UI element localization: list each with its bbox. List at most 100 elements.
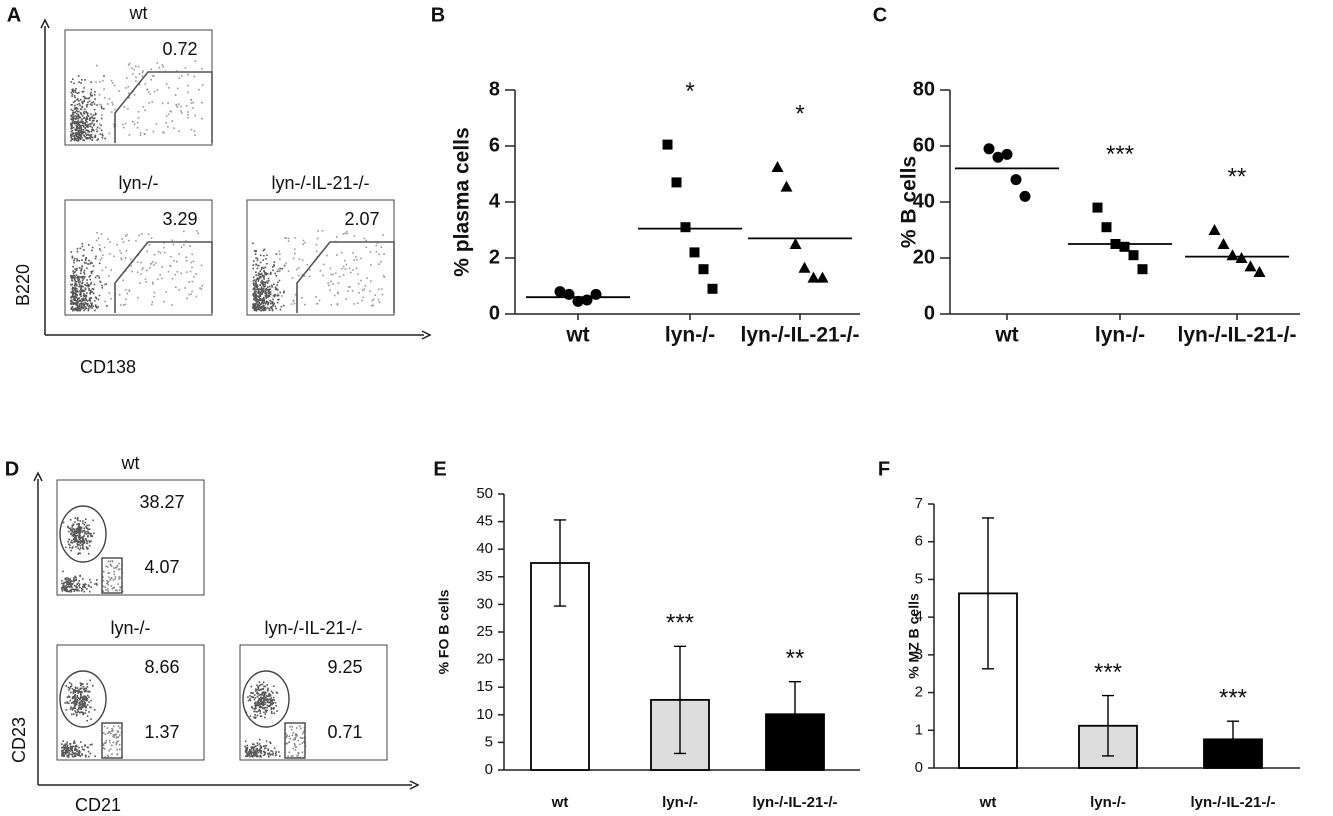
event-dot xyxy=(84,690,87,693)
panel-label: A xyxy=(7,4,21,26)
event-dot xyxy=(74,745,77,748)
event-dot xyxy=(74,100,76,102)
gate-value: 2.07 xyxy=(344,209,379,229)
event-dot xyxy=(195,273,197,275)
event-dot xyxy=(190,102,193,104)
event-dot xyxy=(74,139,77,141)
event-dot xyxy=(82,278,85,280)
event-dot xyxy=(71,288,73,291)
event-dot xyxy=(256,749,258,751)
event-dot xyxy=(64,745,67,747)
event-dot xyxy=(95,297,98,300)
event-dot xyxy=(85,547,88,549)
event-dot xyxy=(79,542,82,544)
event-dot xyxy=(69,519,72,521)
event-dot xyxy=(255,688,257,690)
event-dot xyxy=(78,537,81,540)
event-dot xyxy=(256,755,258,758)
event-dot xyxy=(82,536,85,538)
event-dot xyxy=(85,294,88,297)
event-dot xyxy=(84,126,87,129)
event-dot xyxy=(78,278,81,281)
event-dot xyxy=(263,278,265,280)
event-dot xyxy=(277,289,279,292)
event-dot xyxy=(75,308,78,311)
event-dot xyxy=(70,296,72,299)
dot xyxy=(798,261,811,273)
event-dot xyxy=(88,134,90,137)
event-dot xyxy=(271,707,273,710)
event-dot xyxy=(89,291,92,294)
event-dot xyxy=(73,257,76,260)
event-dot xyxy=(83,117,85,119)
event-dot xyxy=(267,699,270,701)
event-dot xyxy=(151,101,153,103)
event-dot xyxy=(73,584,76,587)
event-dot xyxy=(254,298,256,300)
event-dot xyxy=(115,737,118,739)
event-dot xyxy=(84,532,86,535)
event-dot xyxy=(107,103,109,105)
event-dot xyxy=(84,697,86,699)
event-dot xyxy=(64,750,67,752)
error-bar xyxy=(1227,720,1239,759)
event-dot xyxy=(252,280,255,282)
event-dot xyxy=(73,588,76,591)
event-dot xyxy=(268,280,270,282)
event-dot xyxy=(80,308,82,311)
event-dot xyxy=(75,539,78,541)
event-dot xyxy=(299,737,302,739)
event-dot xyxy=(89,283,92,285)
y-tick-label: 3 xyxy=(915,646,923,663)
event-dot xyxy=(71,746,73,749)
event-dot xyxy=(85,518,87,520)
event-dot xyxy=(81,91,84,93)
event-dot xyxy=(260,696,262,699)
event-dot xyxy=(252,267,255,270)
event-dot xyxy=(76,122,78,124)
y-tick-label: 45 xyxy=(476,513,493,530)
event-dot xyxy=(255,296,257,298)
event-dot xyxy=(69,589,72,592)
event-dot xyxy=(270,690,273,693)
event-dot xyxy=(75,296,78,299)
event-dot xyxy=(63,581,65,584)
event-dot xyxy=(76,107,79,110)
event-dot xyxy=(372,304,374,307)
event-dot xyxy=(77,132,79,134)
event-dot xyxy=(76,711,79,714)
event-dot xyxy=(263,752,266,754)
event-dot xyxy=(77,517,79,519)
event-dot xyxy=(79,527,82,530)
event-dot xyxy=(78,124,80,126)
event-dot xyxy=(79,586,81,589)
event-dot xyxy=(65,752,67,755)
event-dot xyxy=(87,137,89,139)
event-dot xyxy=(77,117,80,120)
event-dot xyxy=(93,300,96,302)
event-dot xyxy=(262,305,264,308)
event-dot xyxy=(271,712,273,715)
event-dot xyxy=(264,745,266,747)
plot-frame xyxy=(64,199,213,316)
event-dot xyxy=(84,306,87,308)
event-dot xyxy=(82,522,84,525)
event-dot xyxy=(65,587,68,589)
event-cloud xyxy=(252,230,386,312)
event-dot xyxy=(246,746,249,749)
event-dot xyxy=(274,305,277,308)
event-dot xyxy=(71,753,74,756)
event-dot xyxy=(254,690,257,692)
gate xyxy=(284,722,306,759)
event-dot xyxy=(62,740,64,742)
event-dot xyxy=(90,297,93,299)
event-dot xyxy=(340,251,343,254)
event-dot xyxy=(77,309,79,312)
event-dot xyxy=(253,289,256,291)
event-dot xyxy=(80,711,83,713)
event-dot xyxy=(76,117,79,120)
event-dot xyxy=(79,682,82,684)
event-dot xyxy=(148,244,151,246)
event-dot xyxy=(103,742,106,744)
event-dot xyxy=(254,708,256,710)
